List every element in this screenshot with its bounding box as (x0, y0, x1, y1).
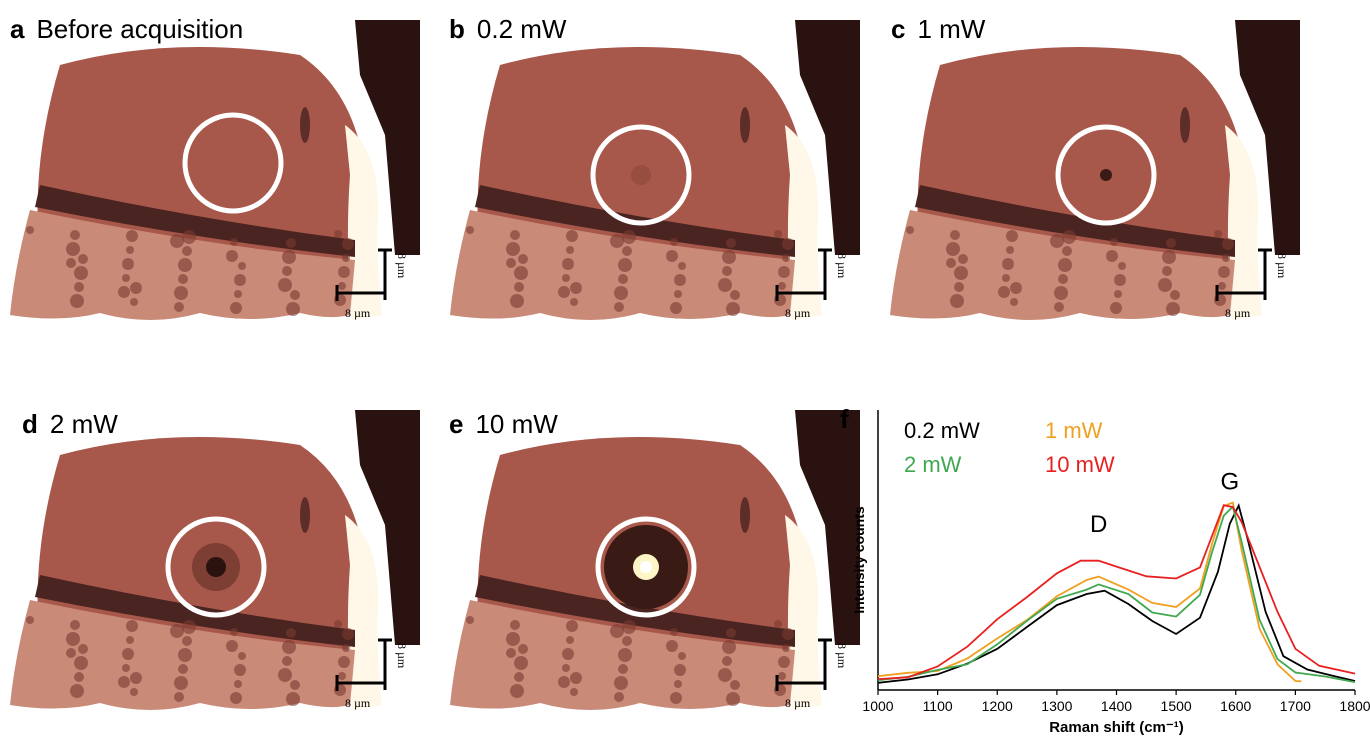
scale-bar: 8 µm 8 µm (1215, 248, 1289, 320)
x-tick-label: 1700 (1280, 698, 1311, 714)
raman-chart-panel: f 1000 1100 1200 1300 1400 1500 1600 1700 1800 Ram… (840, 400, 1370, 751)
panel-title: 0.2 mW (476, 14, 567, 44)
legend-entry: 0.2 mW (904, 418, 980, 443)
series-line-1-mw (877, 501, 1302, 683)
legend-entry: 10 mW (1045, 452, 1115, 477)
scale-label-vertical: 8 µm (1275, 253, 1289, 279)
scale-label-horizontal: 8 µm (785, 696, 811, 710)
scale-bar: 8 µm 8 µm (335, 248, 409, 320)
series-line-10-mw (877, 504, 1356, 680)
peak-annotation: D (1090, 511, 1107, 538)
scale-label-vertical: 8 µm (395, 253, 409, 279)
panel-letter: c (891, 14, 906, 44)
scale-label-vertical: 8 µm (395, 643, 409, 669)
legend-entry: 2 mW (904, 452, 962, 477)
panel-title: 2 mW (49, 409, 118, 439)
micrograph-image: 8 µm 8 µm (880, 15, 1300, 335)
panel-title: 1 mW (917, 14, 986, 44)
x-axis-label: Raman shift (cm⁻¹) (1049, 719, 1184, 736)
scale-bar: 8 µm 8 µm (335, 638, 409, 710)
panel-label: e 10 mW (449, 409, 558, 439)
micrograph-image: 8 µm 8 µm (0, 15, 420, 335)
scale-bar: 8 µm 8 µm (775, 638, 849, 710)
scale-label-horizontal: 8 µm (345, 306, 371, 320)
x-tick-label: 1400 (1101, 698, 1132, 714)
panel-letter: f (840, 404, 849, 434)
y-axis-label: Intensity counts (851, 506, 867, 614)
panel-label: a Before acquisition (10, 14, 243, 44)
scale-label-horizontal: 8 µm (345, 696, 371, 710)
x-tick-label: 1800 (1339, 698, 1370, 714)
panel-letter: a (10, 14, 25, 44)
legend-entry: 1 mW (1045, 418, 1103, 443)
x-tick-label: 1500 (1161, 698, 1192, 714)
panel-label: b 0.2 mW (449, 14, 566, 44)
panel-label: c 1 mW (891, 14, 985, 44)
series-line-0-2-mw (877, 503, 1356, 684)
panel-letter: d (22, 409, 38, 439)
scale-label-horizontal: 8 µm (1225, 306, 1251, 320)
panel-title: 10 mW (475, 409, 558, 439)
scale-label-vertical: 8 µm (835, 643, 849, 669)
panel-title: Before acquisition (36, 14, 244, 44)
scale-label-horizontal: 8 µm (785, 306, 811, 320)
peak-annotation: G (1220, 468, 1239, 495)
panel-letter: b (449, 14, 465, 44)
micrograph-image: 8 µm 8 µm (0, 405, 420, 725)
x-tick-label: 1100 (923, 698, 953, 714)
micrograph-image: 8 µm 8 µm (440, 15, 860, 335)
x-tick-label: 1000 (862, 698, 893, 714)
scale-label-vertical: 8 µm (835, 253, 849, 279)
x-tick-label: 1600 (1220, 698, 1251, 714)
scale-bar: 8 µm 8 µm (775, 248, 849, 320)
micrograph-image: 8 µm 8 µm (440, 405, 860, 725)
x-tick-label: 1200 (982, 698, 1013, 714)
x-tick-label: 1300 (1041, 698, 1072, 714)
series-line-2-mw (877, 504, 1356, 683)
raman-spectra-chart: f 1000 1100 1200 1300 1400 1500 1600 1700 1800 Ram… (840, 404, 1370, 736)
panel-letter: e (449, 409, 464, 439)
panel-label: d 2 mW (22, 409, 118, 439)
